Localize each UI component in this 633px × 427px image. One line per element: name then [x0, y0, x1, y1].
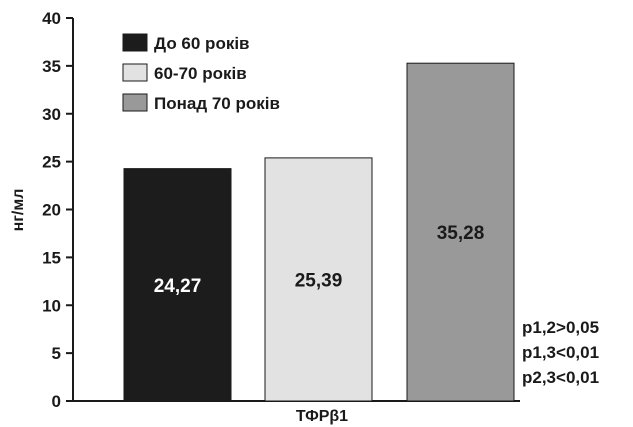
p-value-note: p2,3<0,01 [522, 368, 599, 387]
y-ticks: 0 5 10 15 20 25 30 35 40 [42, 9, 73, 411]
bar [264, 157, 373, 402]
legend-swatch [122, 93, 148, 112]
y-tick-label: 10 [42, 296, 61, 315]
p-value-note: p1,3<0,01 [522, 343, 599, 362]
y-tick-label: 30 [42, 105, 61, 124]
y-tick-label: 5 [52, 344, 61, 363]
bar [406, 62, 515, 402]
legend-swatch [122, 63, 148, 82]
bar-value-label: 24,27 [154, 276, 202, 297]
x-axis-label: ТФРβ1 [296, 408, 348, 425]
y-tick-label: 0 [52, 392, 61, 411]
bar [123, 168, 232, 402]
legend-label: Понад 70 років [154, 94, 280, 113]
y-tick-label: 35 [42, 57, 61, 76]
legend-label: До 60 років [154, 34, 250, 53]
legend: До 60 років 60-70 років Понад 70 років [122, 33, 280, 113]
bar-value-label: 25,39 [295, 270, 343, 291]
y-tick-label: 20 [42, 201, 61, 220]
p-value-note: p1,2>0,05 [522, 318, 599, 337]
y-axis-label: нг/мл [10, 189, 27, 232]
bars: 24,27 25,39 35,28 [123, 62, 515, 402]
legend-label: 60-70 років [154, 64, 247, 83]
legend-swatch [122, 33, 148, 52]
y-tick-label: 40 [42, 9, 61, 28]
stat-annotations: p1,2>0,05 p1,3<0,01 p2,3<0,01 [522, 318, 599, 387]
bar-value-label: 35,28 [437, 223, 485, 244]
y-tick-label: 15 [42, 248, 61, 267]
y-tick-label: 25 [42, 153, 61, 172]
